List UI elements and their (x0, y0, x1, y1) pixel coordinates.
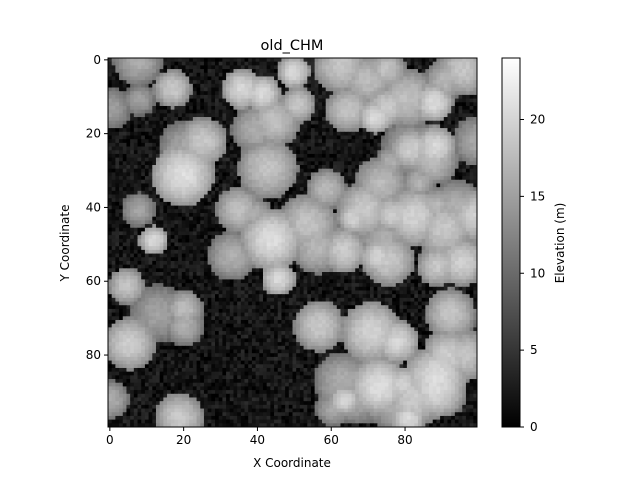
x-tick-label: 0 (106, 433, 114, 447)
y-axis-label: Y Coordinate (58, 205, 72, 283)
heatmap-image (108, 58, 477, 427)
x-tick-label: 40 (250, 433, 265, 447)
y-tick-label: 0 (93, 53, 101, 67)
colorbar-tick-label: 10 (530, 266, 545, 280)
chart-title: old_CHM (261, 38, 324, 54)
colorbar-tick-label: 15 (530, 189, 545, 203)
colorbar-tick-label: 0 (530, 420, 538, 434)
colorbar-tick-label: 20 (530, 113, 545, 127)
y-tick-label: 80 (86, 348, 101, 362)
colorbar-label: Elevation (m) (553, 203, 567, 284)
x-axis: 0 20 40 60 80 (106, 427, 413, 447)
y-tick-label: 40 (86, 200, 101, 214)
colorbar-tick-label: 5 (530, 343, 538, 357)
y-tick-label: 60 (86, 274, 101, 288)
x-axis-label: X Coordinate (253, 456, 331, 470)
y-axis: 0 20 40 60 80 (86, 53, 108, 362)
colorbar (502, 58, 520, 427)
y-tick-label: 20 (86, 127, 101, 141)
x-tick-label: 60 (324, 433, 339, 447)
x-tick-label: 20 (176, 433, 191, 447)
x-tick-label: 80 (397, 433, 412, 447)
colorbar-axis: 0 5 10 15 20 (520, 113, 545, 435)
